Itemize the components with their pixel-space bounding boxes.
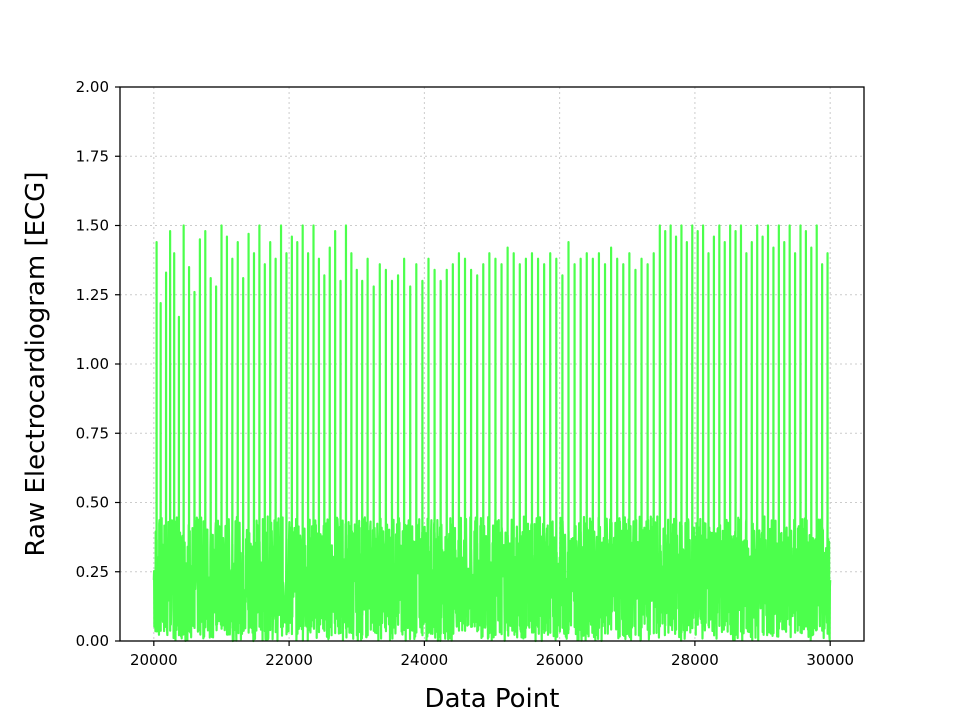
x-tick-label: 26000 bbox=[536, 651, 584, 669]
y-tick-label: 1.00 bbox=[76, 355, 109, 373]
y-tick-label: 2.00 bbox=[76, 78, 109, 96]
y-tick-label: 0.00 bbox=[76, 632, 109, 650]
ecg-series-line bbox=[152, 224, 832, 643]
x-tick-label: 22000 bbox=[265, 651, 313, 669]
plot-area bbox=[152, 224, 832, 643]
y-axis-ticks: 0.00 0.25 0.50 0.75 1.00 1.25 1.50 1.75 2.00 bbox=[76, 78, 120, 650]
x-tick-label: 20000 bbox=[130, 651, 178, 669]
y-tick-label: 1.75 bbox=[76, 147, 109, 165]
y-axis-title: Raw Electrocardiogram [ECG] bbox=[21, 172, 51, 557]
x-axis-ticks: 20000 22000 24000 26000 28000 30000 bbox=[130, 641, 854, 669]
x-tick-label: 30000 bbox=[806, 651, 854, 669]
y-tick-label: 0.50 bbox=[76, 494, 109, 512]
y-tick-label: 0.75 bbox=[76, 424, 109, 442]
y-tick-label: 1.25 bbox=[76, 286, 109, 304]
x-tick-label: 28000 bbox=[671, 651, 719, 669]
x-tick-label: 24000 bbox=[401, 651, 449, 669]
y-tick-label: 1.50 bbox=[76, 217, 109, 235]
x-axis-title: Data Point bbox=[425, 684, 560, 714]
y-tick-label: 0.25 bbox=[76, 563, 109, 581]
